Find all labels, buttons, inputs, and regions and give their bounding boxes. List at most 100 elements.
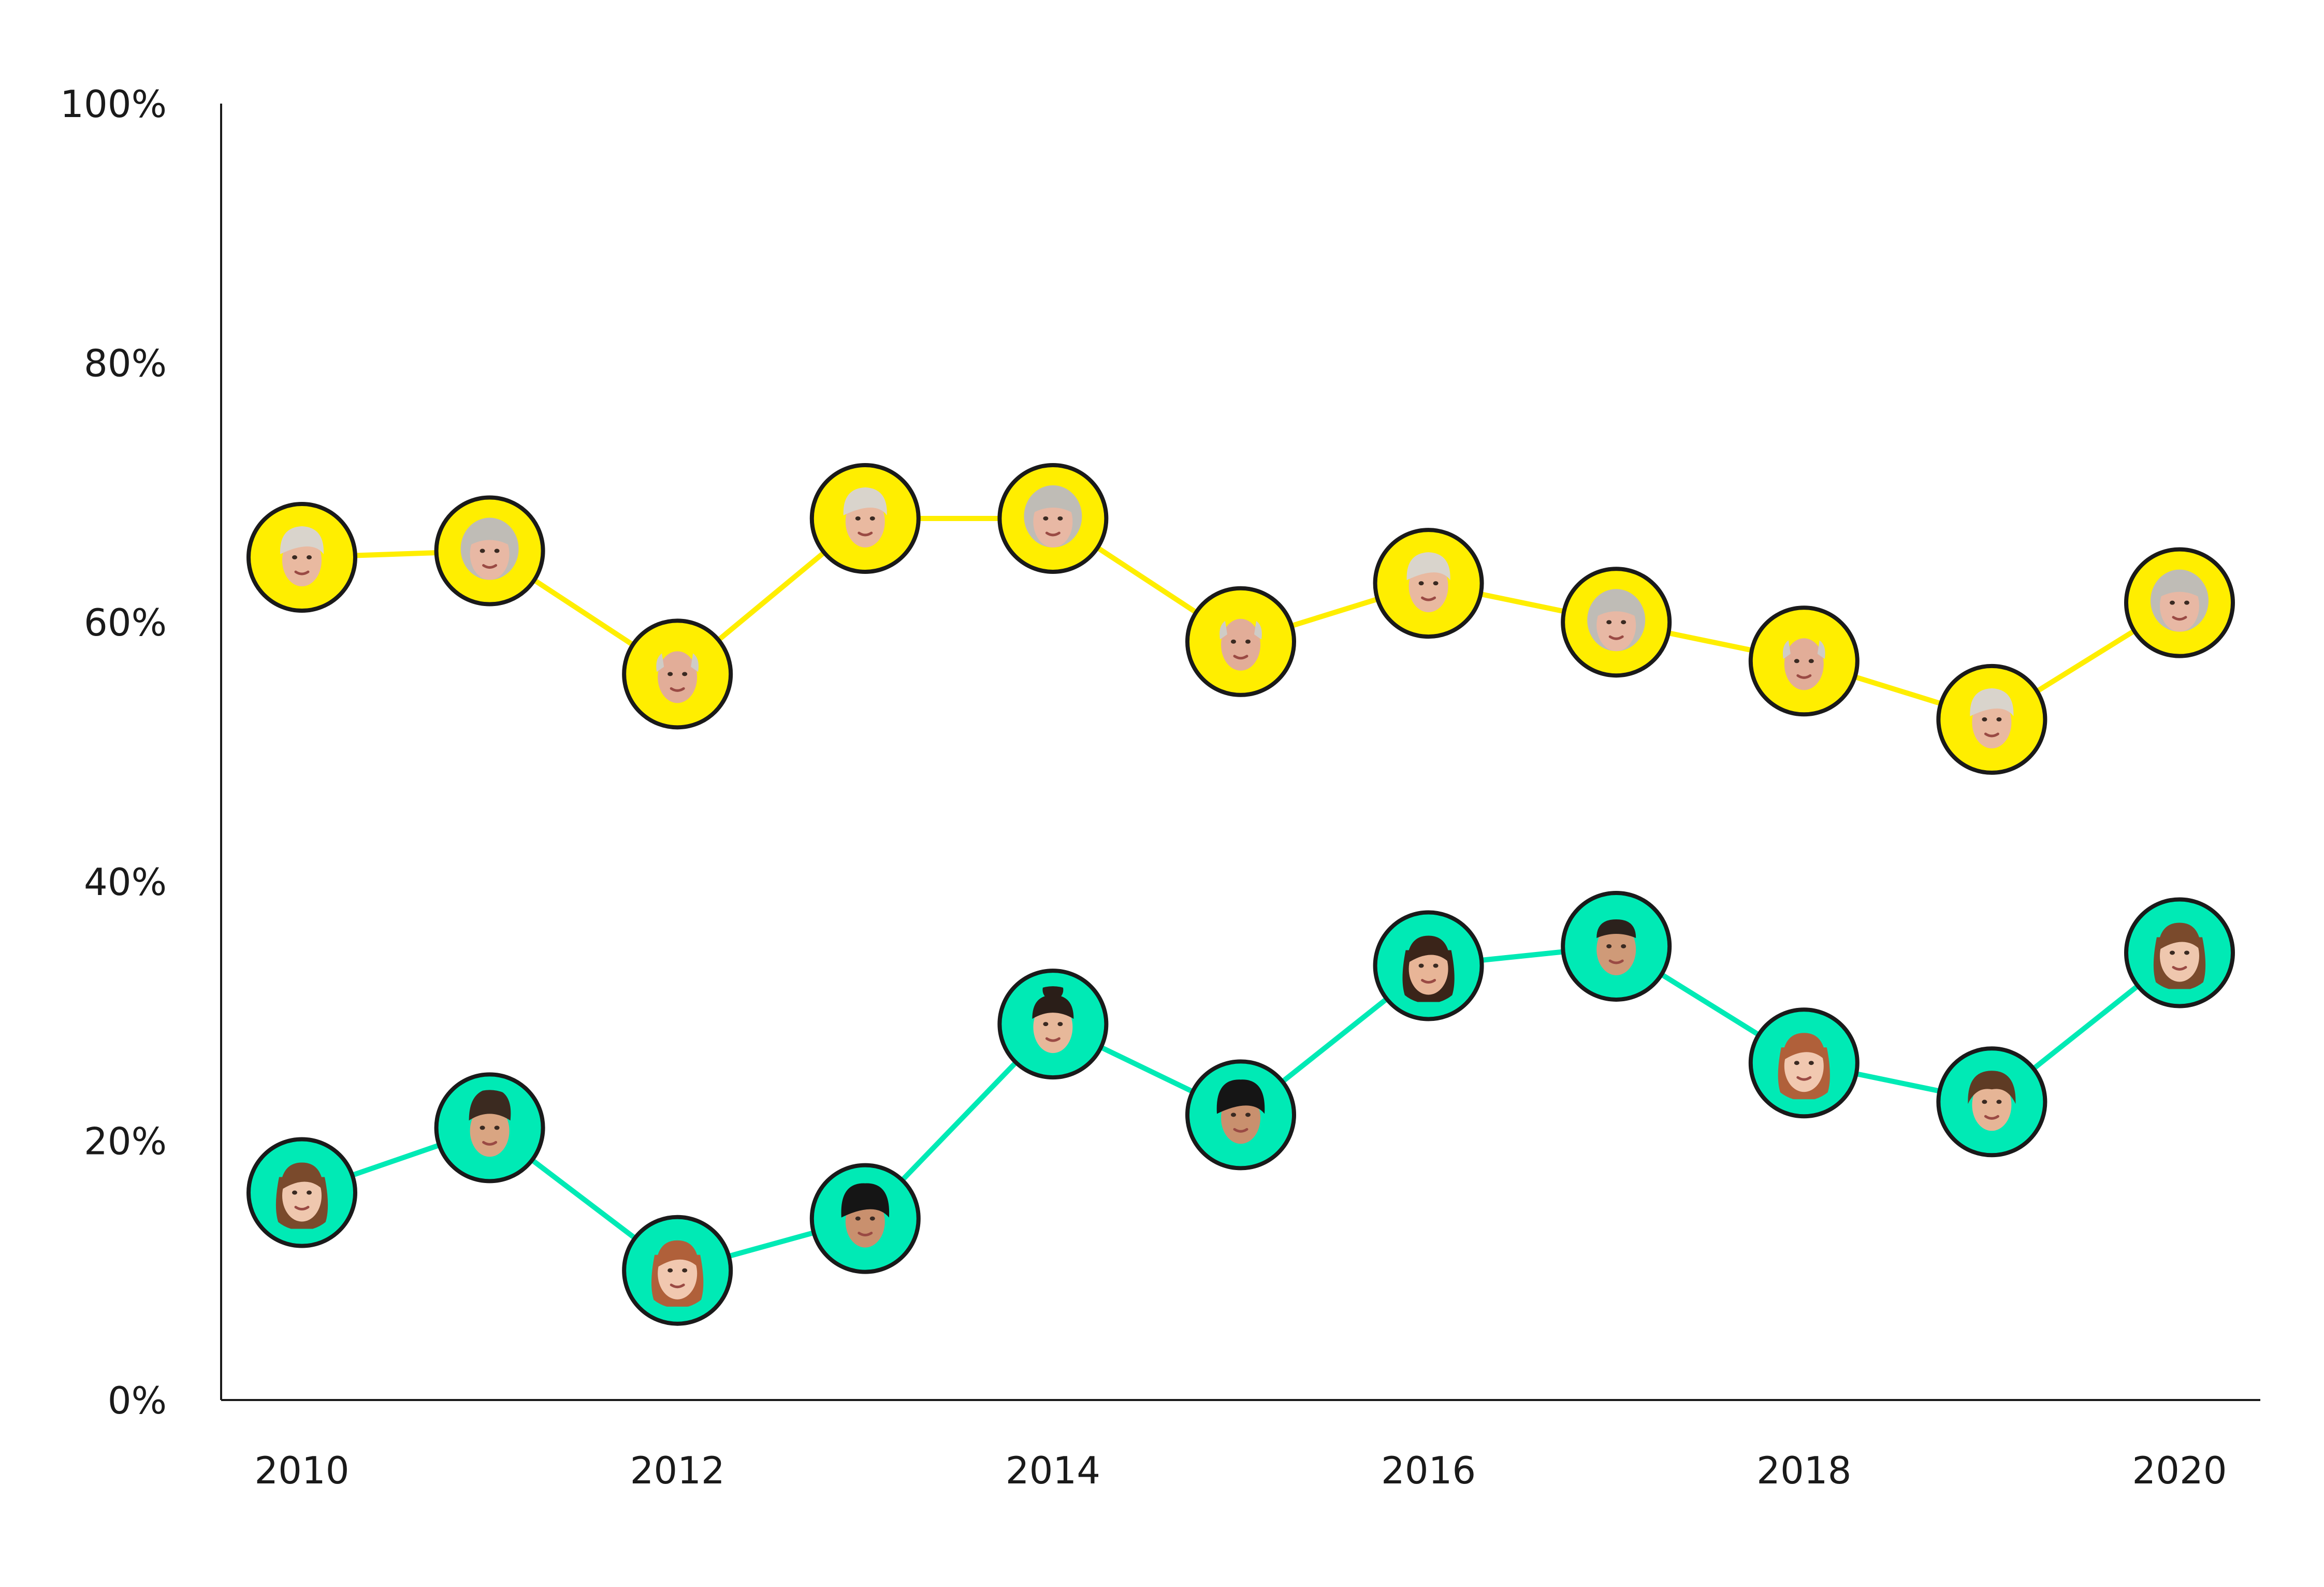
eye-right [869,516,875,521]
mouth [1608,959,1624,964]
y-tick-labels: 0% 20% 40% 60% 80% 100% [60,82,167,1422]
series-2-point [434,1072,545,1184]
hair [2159,572,2200,598]
eye-left [855,1216,861,1221]
portrait-icon [1596,919,1636,975]
eye-left [292,555,297,560]
hair [1782,1033,1826,1061]
eye-right [1433,581,1439,586]
face-skin [1221,618,1260,671]
eye-right [869,1216,875,1221]
series-1-point [1373,528,1484,639]
hair [1216,1079,1265,1114]
eye-right [1621,620,1626,625]
x-tick-label: 2016 [1381,1449,1476,1492]
mouth [670,1283,685,1289]
hair [1970,688,2014,716]
hair [841,1183,890,1218]
series-markers [246,463,2235,1326]
eye-left [1418,581,1424,586]
portrait-icon [1968,1071,2016,1131]
face-skin [1784,638,1824,690]
mouth [1421,978,1436,984]
y-tick-label: 0% [108,1379,167,1422]
portrait-icon [1406,552,1450,613]
hair [469,521,511,546]
mouth [1045,531,1061,537]
hair [656,653,699,672]
eye-left [667,672,673,676]
series-1-point [2124,547,2235,658]
mouth [1796,1076,1812,1081]
portrait-icon [1782,638,1825,690]
hair [1596,919,1636,938]
mouth [294,570,310,575]
portrait-icon [656,651,699,703]
series-1-point [809,463,921,574]
eye-left [480,549,485,553]
face-skin [1033,1001,1073,1054]
eye-left [1982,717,1987,722]
portrait-icon [651,1240,704,1307]
series-2-point [1185,1059,1296,1171]
eye-left [292,1190,297,1195]
hair [1032,488,1074,513]
eye-left [1606,944,1612,948]
series-1-point [997,463,1109,574]
series-2-point [809,1163,921,1274]
portrait-icon [469,1090,511,1157]
eye-right [682,672,688,676]
mouth [1421,596,1436,601]
series-1-point [1748,605,1860,717]
series-2-point [1936,1046,2047,1158]
mouth [482,1141,498,1146]
mouth [858,531,873,537]
hair [656,1240,700,1268]
portrait-icon [2151,569,2209,632]
y-tick-label: 80% [84,342,167,385]
eye-right [2184,600,2189,605]
hair [280,526,324,555]
portrait-icon [1587,589,1646,652]
portrait-icon [841,1183,890,1248]
hair [1406,552,1450,581]
face-skin [658,651,698,703]
portrait-icon [1024,485,1082,547]
eye-right [1808,659,1814,663]
eye-right [494,549,500,553]
hair [2158,922,2201,951]
mouth [1233,655,1248,660]
portrait-icon [1219,618,1262,671]
portrait-icon [275,1162,328,1229]
eye-left [1982,1100,1987,1104]
eye-right [1433,963,1439,968]
hair [1782,640,1825,659]
hair [843,487,887,515]
series-2-point [1748,1007,1860,1119]
eye-left [480,1126,485,1130]
hair-bun [1042,986,1064,1001]
eye-right [682,1268,688,1273]
series-1-point [1936,663,2047,775]
portrait-icon [843,487,887,547]
hair [1406,935,1450,964]
portrait-icon [460,517,519,580]
eye-right [1808,1061,1814,1065]
hair [280,1162,324,1191]
mouth [1984,1115,1999,1120]
eye-left [1231,639,1236,644]
eye-right [1621,944,1626,948]
eye-right [1996,717,2002,722]
eye-left [1794,659,1799,663]
eye-right [1245,639,1251,644]
series-2-point [246,1137,357,1248]
eye-right [307,555,312,560]
series-1-point [1185,586,1296,697]
x-tick-labels: 2010 2012 2014 2016 2018 2020 [254,1449,2227,1492]
series-1-point [246,502,357,613]
mouth [1608,635,1624,640]
eye-right [1996,1100,2002,1104]
series-1-point [434,495,545,607]
face-skin [1596,923,1636,975]
